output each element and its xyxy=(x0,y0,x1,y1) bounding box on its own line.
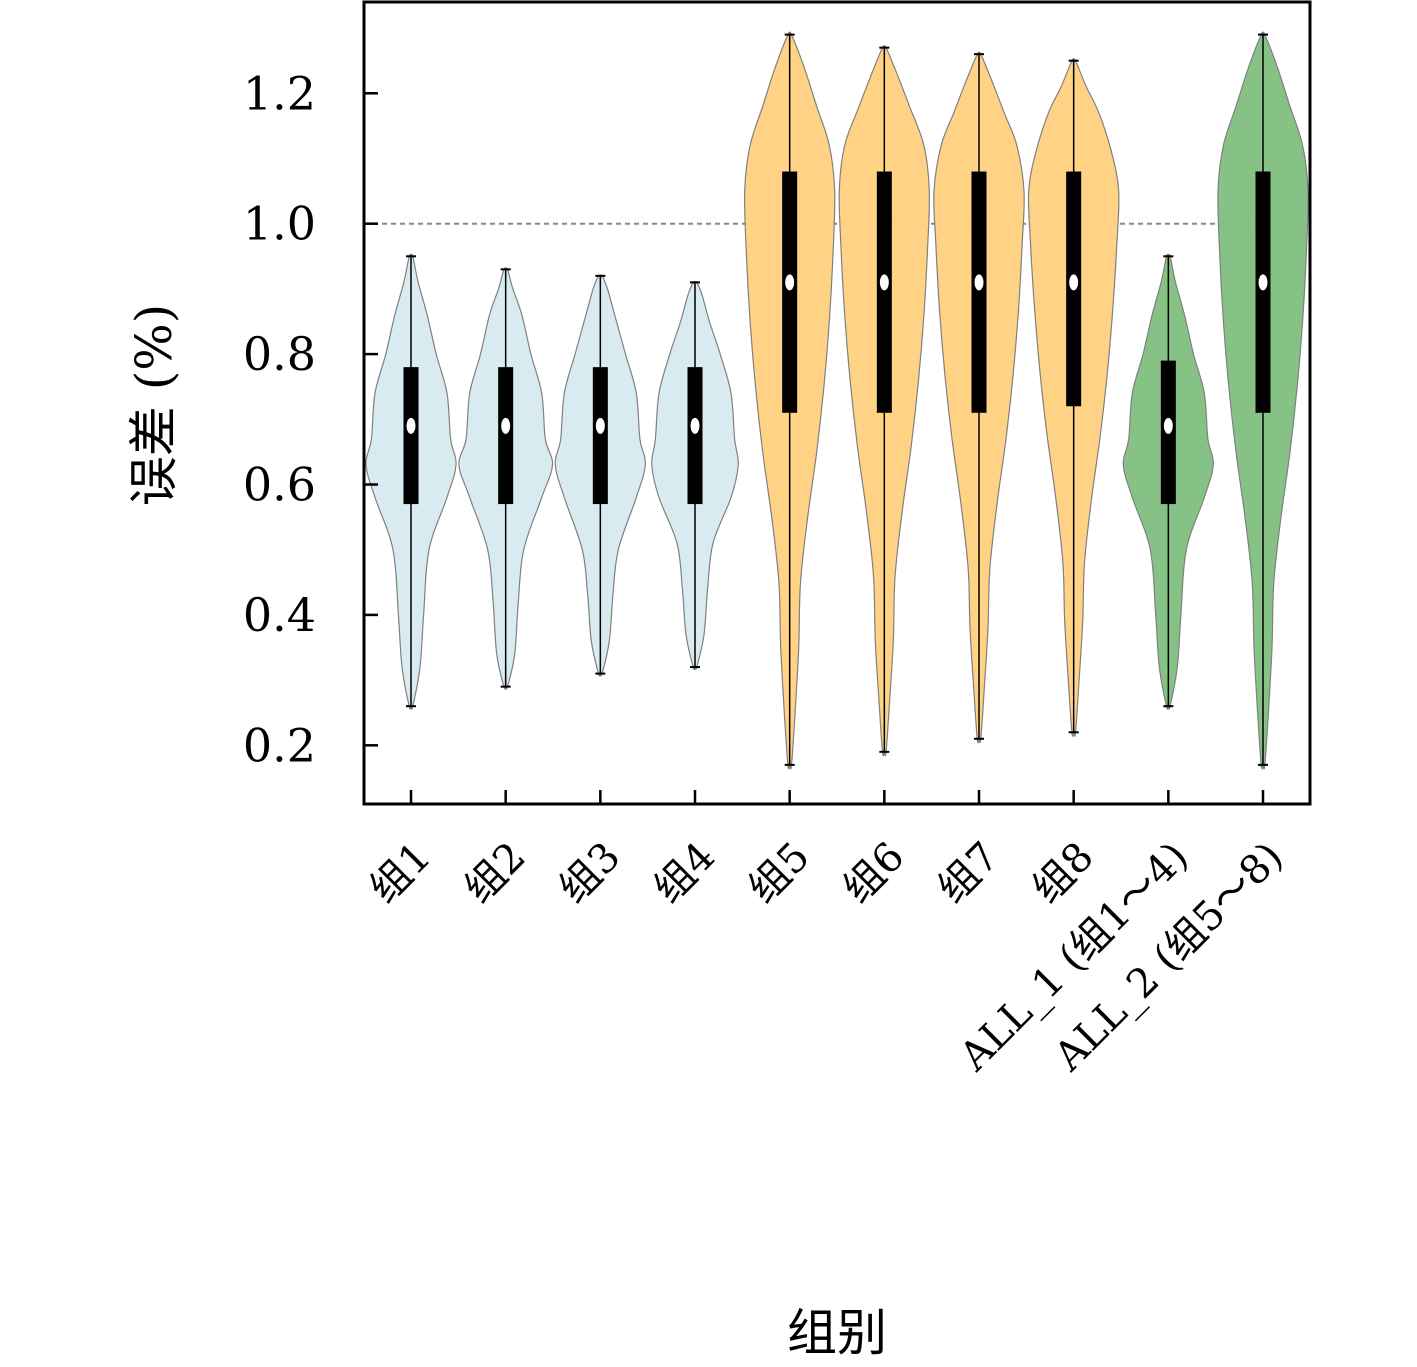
iqr-box xyxy=(876,171,892,413)
x-tick-label-group: 组4 xyxy=(645,834,724,913)
x-tick-label: 组1 xyxy=(361,834,440,913)
x-tick-label-group: 组5 xyxy=(740,834,819,913)
x-tick-label-group: 组2 xyxy=(456,834,535,913)
median-marker xyxy=(879,274,889,291)
y-tick-label: 1.2 xyxy=(243,66,316,120)
median-marker xyxy=(690,417,700,434)
median-marker xyxy=(1163,417,1173,434)
iqr-box xyxy=(498,367,514,505)
x-tick-label: 组3 xyxy=(551,834,630,913)
median-marker xyxy=(501,417,511,434)
x-axis-title: 组别 xyxy=(787,1304,887,1362)
x-tick-label: 组8 xyxy=(1024,834,1103,913)
iqr-box xyxy=(971,171,987,413)
iqr-box xyxy=(687,367,703,505)
plot-frame xyxy=(362,0,1312,806)
iqr-box xyxy=(403,367,419,505)
y-tick-label: 0.2 xyxy=(243,718,316,772)
median-marker xyxy=(595,417,605,434)
plot-area xyxy=(364,31,1310,770)
iqr-box xyxy=(592,367,608,505)
x-tick-label: 组5 xyxy=(740,834,819,913)
x-tick-label: 组4 xyxy=(645,834,724,913)
iqr-box xyxy=(782,171,798,413)
x-tick-label-group: 组7 xyxy=(929,834,1008,913)
median-marker xyxy=(406,417,416,434)
x-tick-label-group: 组3 xyxy=(551,834,630,913)
x-tick-label-group: 组1 xyxy=(361,834,440,913)
y-tick-label: 0.8 xyxy=(243,327,316,381)
y-axis-title: 误差 (%) xyxy=(125,304,183,506)
y-tick-label: 0.6 xyxy=(243,458,316,512)
median-marker xyxy=(1069,274,1079,291)
y-tick-label: 0.4 xyxy=(243,588,316,642)
x-tick-label: 组6 xyxy=(835,834,914,913)
median-marker xyxy=(974,274,984,291)
median-marker xyxy=(785,274,795,291)
x-tick-label-group: 组6 xyxy=(835,834,914,913)
x-tick-label: 组2 xyxy=(456,834,535,913)
iqr-box xyxy=(1255,171,1271,413)
y-tick-label: 1.0 xyxy=(243,197,316,251)
x-tick-label: 组7 xyxy=(929,834,1008,913)
median-marker xyxy=(1258,274,1268,291)
x-tick-label-group: 组8 xyxy=(1024,834,1103,913)
